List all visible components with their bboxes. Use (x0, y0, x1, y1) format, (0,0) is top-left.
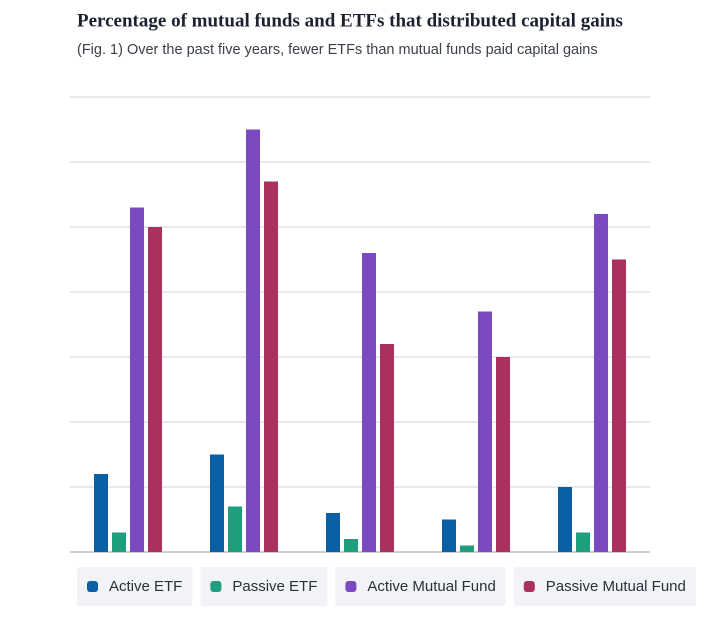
legend-item (513, 567, 696, 606)
legend-item (77, 567, 193, 606)
bar (442, 519, 456, 552)
legend-label: Passive Mutual Fund (546, 578, 686, 595)
legend-label: Active ETF (109, 578, 182, 595)
bar (478, 311, 492, 552)
legend-marker (345, 581, 357, 592)
bar (130, 207, 144, 552)
bar (558, 487, 572, 552)
chart-subtitle: (Fig. 1) Over the past five years, fewer… (77, 42, 598, 58)
bar (380, 344, 394, 552)
bar (576, 532, 590, 552)
bar (210, 454, 224, 552)
legend-marker (523, 581, 535, 592)
legend-marker (87, 581, 98, 592)
bar (460, 545, 474, 552)
legend-item (200, 567, 328, 606)
bar (94, 474, 108, 552)
bar (326, 513, 340, 552)
bar (228, 506, 242, 552)
bar (246, 129, 260, 552)
bar (612, 259, 626, 552)
bar (148, 227, 162, 552)
legend-label: Active Mutual Fund (367, 578, 495, 595)
bar (264, 181, 278, 552)
legend-label: Passive ETF (232, 578, 317, 595)
bar (112, 532, 126, 552)
bar (496, 357, 510, 552)
bar (344, 539, 358, 552)
chart-title: Percentage of mutual funds and ETFs that… (77, 10, 623, 31)
bar (594, 214, 608, 552)
legend-item (335, 567, 506, 606)
bar (362, 253, 376, 552)
legend-marker (210, 581, 222, 592)
